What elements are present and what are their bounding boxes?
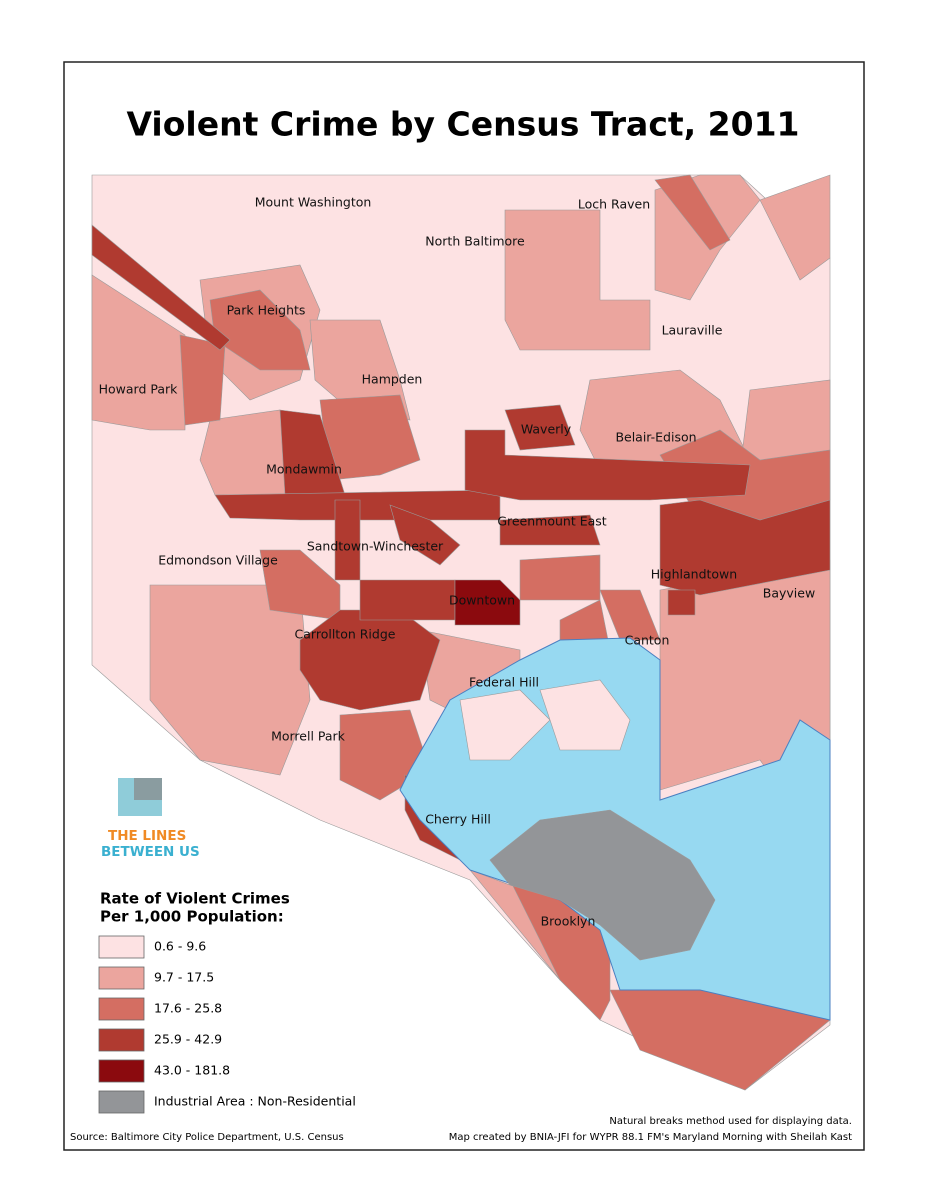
neighborhood-label: Belair-Edison xyxy=(615,430,696,445)
legend-swatch xyxy=(98,997,145,1021)
tract-region xyxy=(499,514,601,546)
tract-region xyxy=(199,409,291,496)
legend-label: 25.9 - 42.9 xyxy=(154,1032,222,1047)
neighborhood-label: Highlandtown xyxy=(651,567,737,582)
legend-swatch xyxy=(98,1090,145,1114)
neighborhood-label: Carrollton Ridge xyxy=(295,627,396,642)
logo-mark xyxy=(134,778,162,800)
tract-region xyxy=(539,679,631,751)
tract-region xyxy=(519,554,601,601)
tract-region xyxy=(489,809,716,961)
tract-region xyxy=(659,499,831,596)
tract-region xyxy=(504,209,651,351)
neighborhood-label: Howard Park xyxy=(99,382,179,397)
tract-region xyxy=(667,589,696,616)
neighborhood-label: Mondawmin xyxy=(266,462,342,477)
neighborhood-label: Morrell Park xyxy=(271,729,346,744)
neighborhood-label: Lauraville xyxy=(662,323,723,338)
legend-label: 43.0 - 181.8 xyxy=(154,1063,230,1078)
legend-label: 9.7 - 17.5 xyxy=(154,970,214,985)
neighborhood-label: Greenmount East xyxy=(497,514,606,529)
source: Source: Baltimore City Police Department… xyxy=(70,1132,344,1143)
tract-region xyxy=(464,429,751,501)
legend-label: Industrial Area : Non-Residential xyxy=(154,1094,356,1109)
logo: THE LINES BETWEEN US xyxy=(101,778,200,860)
tract-region xyxy=(359,579,456,621)
neighborhood-label: Sandtown-Winchester xyxy=(307,539,444,554)
neighborhood-label: Bayview xyxy=(763,586,815,601)
neighborhood-label: Loch Raven xyxy=(578,197,650,212)
tract-region xyxy=(309,319,411,421)
tract-region xyxy=(91,274,186,431)
tract-region xyxy=(91,224,231,351)
tract-region xyxy=(654,174,731,251)
neighborhood-label: Canton xyxy=(625,633,670,648)
legend-title: Rate of Violent Crimes xyxy=(100,890,290,908)
neighborhood-label: North Baltimore xyxy=(425,234,525,249)
map-title: Violent Crime by Census Tract, 2011 xyxy=(126,105,799,144)
tract-region xyxy=(259,549,341,621)
legend-label: 0.6 - 9.6 xyxy=(154,939,206,954)
legend-label: 17.6 - 25.8 xyxy=(154,1001,222,1016)
logo-text: THE LINES xyxy=(108,828,186,844)
legend-swatch xyxy=(98,1059,145,1083)
note: Map created by BNIA-JFI for WYPR 88.1 FM… xyxy=(449,1132,852,1143)
tract-region xyxy=(299,609,441,711)
neighborhood-label: Park Heights xyxy=(227,303,306,318)
legend-swatch xyxy=(98,1028,145,1052)
legend-swatch xyxy=(98,935,145,959)
legend-swatch xyxy=(98,966,145,990)
tract-region xyxy=(599,589,661,641)
neighborhood-label: Hampden xyxy=(362,372,423,387)
neighborhood-label: Federal Hill xyxy=(469,675,539,690)
tract-region xyxy=(459,689,551,761)
tract-region xyxy=(504,404,576,451)
neighborhood-label: Downtown xyxy=(449,593,515,608)
neighborhood-label: Cherry Hill xyxy=(425,812,491,827)
neighborhood-label: Brooklyn xyxy=(541,914,596,929)
note: Natural breaks method used for displayin… xyxy=(609,1116,852,1127)
tract-region xyxy=(454,579,521,626)
logo-text: BETWEEN US xyxy=(101,844,200,860)
neighborhood-label: Mount Washington xyxy=(255,195,372,210)
tract-region xyxy=(389,504,461,566)
legend-title: Per 1,000 Population: xyxy=(100,908,284,926)
neighborhood-label: Waverly xyxy=(521,422,572,437)
neighborhood-label: Edmondson Village xyxy=(158,553,278,568)
neighborhood-labels: Mount Washington North Baltimore Loch Ra… xyxy=(99,195,816,929)
tract-region xyxy=(759,174,831,281)
